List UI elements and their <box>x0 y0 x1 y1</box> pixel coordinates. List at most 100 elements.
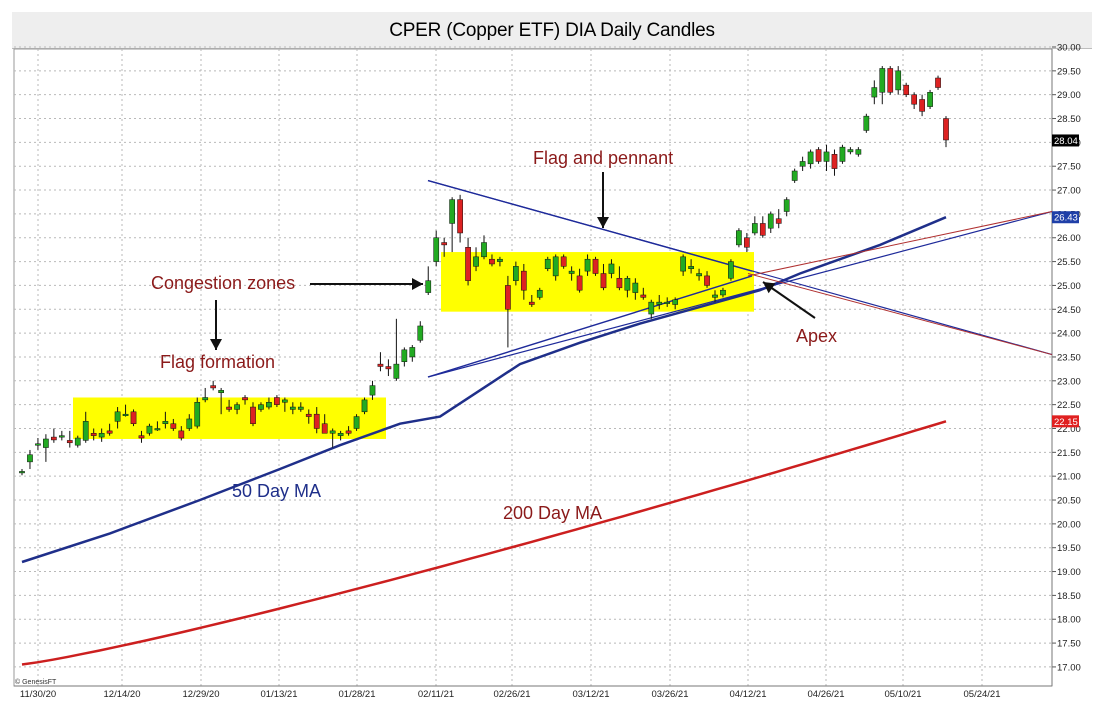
y-tick-label: 21.00 <box>1057 472 1081 483</box>
candle-body <box>138 435 145 439</box>
candle-body <box>863 115 870 131</box>
candle-body <box>98 433 105 438</box>
y-tick-label: 29.00 <box>1057 90 1081 101</box>
candle-body <box>568 270 575 274</box>
candle-body <box>903 84 910 95</box>
candle-body <box>871 87 878 98</box>
candle-body <box>616 278 623 289</box>
y-tick-label: 29.50 <box>1057 66 1081 77</box>
x-tick-label: 03/12/21 <box>573 689 610 700</box>
candle-body <box>234 404 240 410</box>
candle-body <box>744 237 750 248</box>
candle-body <box>560 256 567 267</box>
arrow-flag-formation-head <box>210 339 222 350</box>
y-tick-label: 22.50 <box>1057 400 1081 411</box>
annotation-apex: Apex <box>796 326 837 346</box>
candle-body <box>799 161 806 167</box>
candle-body <box>321 423 328 434</box>
y-tick-label: 27.50 <box>1057 162 1081 173</box>
candle-body <box>720 289 726 296</box>
candle-body <box>353 416 360 429</box>
candle-body <box>680 256 686 272</box>
pennant-upper-extension <box>747 273 1053 356</box>
candle-body <box>696 273 702 277</box>
candle-body <box>624 278 631 291</box>
chart-title: CPER (Copper ETF) DIA Daily Candles <box>389 20 715 41</box>
candle-body <box>202 397 209 401</box>
candle-body <box>672 299 679 305</box>
y-tick-label: 24.00 <box>1057 329 1081 340</box>
y-tick-label: 19.00 <box>1057 567 1081 578</box>
candle-body <box>194 402 201 427</box>
candle-body <box>74 437 81 446</box>
price-badge <box>1052 134 1079 147</box>
y-tick-label: 17.00 <box>1057 662 1081 673</box>
annotation-flag-formation: Flag formation <box>160 352 275 372</box>
candle-body <box>489 258 495 265</box>
y-tick-label: 26.00 <box>1057 233 1081 244</box>
candle-body <box>250 406 256 424</box>
candle-body <box>43 438 49 448</box>
candle-body <box>576 275 583 291</box>
x-tick-label: 12/29/20 <box>183 689 220 700</box>
x-tick-label: 02/26/21 <box>494 689 531 700</box>
candle-body <box>520 270 527 291</box>
y-tick-label: 18.00 <box>1057 615 1081 626</box>
y-tick-label: 22.00 <box>1057 424 1081 435</box>
candle-body <box>441 242 448 246</box>
chart-title-bar: CPER (Copper ETF) DIA Daily Candles <box>12 12 1092 49</box>
pennant-lower-blue <box>427 275 753 378</box>
candle-body <box>911 94 917 105</box>
candle-body <box>218 390 224 393</box>
candle-body <box>632 282 639 293</box>
candle-body <box>361 399 368 413</box>
candle-body <box>258 404 264 410</box>
candle-body <box>751 223 758 234</box>
price-badge <box>1052 415 1079 428</box>
candle-body <box>935 77 941 88</box>
y-tick-label: 27.00 <box>1057 186 1081 197</box>
candle-body <box>274 397 280 405</box>
candle-body <box>648 301 655 315</box>
candle-body <box>82 421 89 441</box>
candle-body <box>210 385 217 389</box>
y-tick-label: 25.50 <box>1057 257 1081 268</box>
candle-body <box>688 266 694 269</box>
candle-body <box>807 151 814 165</box>
candle-body <box>282 399 288 403</box>
candle-body <box>313 413 320 429</box>
candle-body <box>775 218 782 224</box>
watermark: © GenesisFT <box>15 678 57 686</box>
y-tick-label: 17.50 <box>1057 639 1081 650</box>
pennant-upper-blue <box>427 179 753 272</box>
price-badge <box>1052 211 1079 224</box>
y-tick-label: 28.50 <box>1057 114 1081 125</box>
candle-body <box>608 263 615 274</box>
candle-body <box>592 258 599 274</box>
price-badge-label: 28.04 <box>1054 136 1078 147</box>
candle-body <box>457 199 463 234</box>
candle-body <box>114 411 121 422</box>
y-tick-label: 20.50 <box>1057 496 1081 507</box>
candle-body <box>242 397 248 401</box>
candle-body <box>106 430 113 434</box>
candle-body <box>305 413 312 417</box>
candle-body <box>536 289 543 298</box>
candle-body <box>879 68 886 93</box>
x-tick-label: 05/10/21 <box>885 689 922 700</box>
candle-body <box>329 430 336 434</box>
candle-body <box>823 151 830 162</box>
candle-body <box>513 266 519 281</box>
candle-body <box>377 363 384 367</box>
candle-body <box>791 170 798 181</box>
candle-body <box>473 256 479 267</box>
y-tick-label: 21.50 <box>1057 448 1081 459</box>
candle-body <box>528 301 535 305</box>
candle-body <box>815 149 822 162</box>
y-tick-label: 20.00 <box>1057 519 1081 530</box>
candle-body <box>162 421 169 424</box>
candle-body <box>839 146 846 162</box>
candle-body <box>855 149 862 155</box>
candle-body <box>130 411 137 424</box>
